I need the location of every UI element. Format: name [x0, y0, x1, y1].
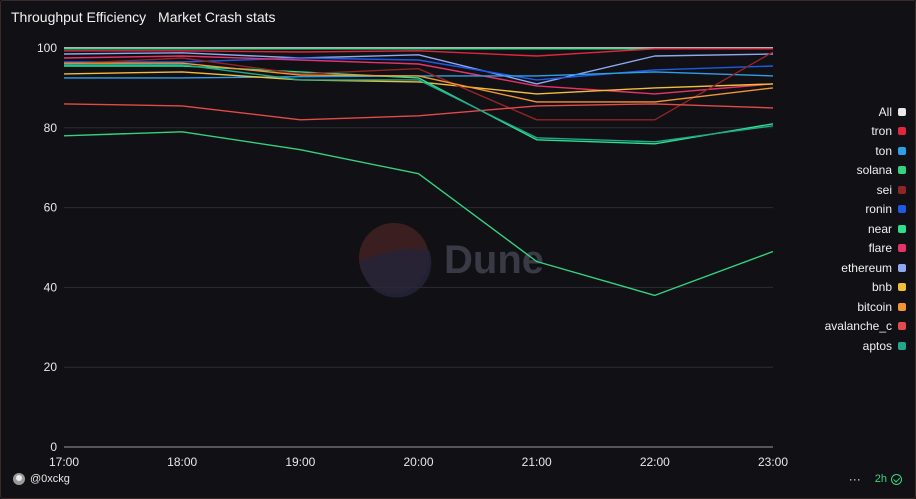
dune-logo-shade	[359, 249, 432, 298]
legend-label: bitcoin	[857, 299, 892, 314]
legend-label: ton	[875, 143, 892, 158]
legend-item-aptos[interactable]: aptos	[796, 336, 906, 356]
series-line-near_low[interactable]	[63, 131, 774, 297]
x-tick-label: 22:00	[640, 455, 670, 469]
legend-label: ronin	[865, 202, 892, 217]
chart-legend: All tron ton solana sei ronin near flare ethereu…	[796, 102, 906, 356]
legend-swatch	[898, 302, 906, 311]
legend-item-bitcoin[interactable]: bitcoin	[796, 297, 906, 317]
legend-label: All	[878, 104, 892, 119]
legend-swatch	[898, 205, 906, 214]
legend-swatch	[898, 166, 906, 175]
legend-label: near	[867, 221, 892, 236]
legend-swatch	[898, 244, 906, 253]
y-tick-label: 100	[37, 41, 57, 55]
y-tick-label: 80	[44, 121, 58, 135]
x-tick-label: 21:00	[522, 455, 552, 469]
series-line-near[interactable]	[64, 65, 774, 145]
author-handle: @0xckg	[30, 473, 70, 485]
legend-label: aptos	[862, 338, 892, 353]
legend-label: bnb	[871, 280, 892, 295]
y-tick-label: 60	[44, 201, 58, 215]
series-line-bnb[interactable]	[63, 71, 774, 95]
legend-item-near[interactable]: near	[796, 219, 906, 239]
legend-swatch	[898, 107, 906, 116]
x-tick-label: 19:00	[285, 455, 315, 469]
series-line-ronin[interactable]	[64, 57, 774, 81]
avatar	[13, 473, 25, 485]
legend-swatch	[898, 263, 906, 272]
refresh-age: 2h	[874, 473, 887, 485]
legend-item-bnb[interactable]: bnb	[796, 278, 906, 298]
chart-subtitle: Market Crash stats	[158, 9, 276, 25]
legend-item-All[interactable]: All	[796, 102, 906, 122]
legend-swatch	[898, 146, 906, 155]
legend-item-flare[interactable]: flare	[796, 239, 906, 259]
legend-swatch	[898, 185, 906, 194]
legend-swatch	[898, 322, 906, 331]
series-line-avalanche_c[interactable]	[63, 103, 774, 121]
legend-item-ton[interactable]: ton	[796, 141, 906, 161]
legend-item-ethereum[interactable]: ethereum	[796, 258, 906, 278]
legend-label: avalanche_c	[824, 319, 892, 334]
legend-swatch	[898, 127, 906, 136]
legend-item-sei[interactable]: sei	[796, 180, 906, 200]
footer-status: ··· 2h	[849, 472, 902, 486]
x-tick-label: 17:00	[49, 455, 79, 469]
check-circle-icon	[891, 473, 902, 485]
legend-item-solana[interactable]: solana	[796, 161, 906, 181]
series-line-flare[interactable]	[63, 55, 774, 95]
x-tick-label: 20:00	[403, 455, 433, 469]
ellipsis-icon[interactable]: ···	[848, 472, 861, 486]
series-line-tron[interactable]	[64, 48, 773, 57]
y-tick-label: 20	[44, 360, 58, 374]
legend-item-ronin[interactable]: ronin	[796, 200, 906, 220]
legend-label: solana	[856, 163, 892, 178]
legend-label: sei	[876, 182, 892, 197]
series-line-sei[interactable]	[63, 51, 774, 121]
watermark-text: Dune	[444, 238, 544, 282]
chart-title: Throughput Efficiency	[11, 9, 147, 25]
x-tick-label: 23:00	[758, 455, 788, 469]
legend-label: ethereum	[841, 260, 892, 275]
chart-header: Throughput Efficiency Market Crash stats	[11, 9, 276, 25]
series-line-bitcoin[interactable]	[64, 62, 774, 103]
series-line-ethereum[interactable]	[63, 52, 774, 85]
legend-swatch	[898, 341, 906, 350]
legend-label: flare	[868, 241, 892, 256]
y-tick-label: 0	[50, 440, 57, 454]
series-line-aptos[interactable]	[64, 64, 774, 143]
legend-swatch	[898, 283, 906, 292]
x-tick-label: 18:00	[167, 455, 197, 469]
author-attribution[interactable]: @0xckg	[13, 473, 70, 485]
legend-item-avalanche_c[interactable]: avalanche_c	[796, 317, 906, 337]
dune-watermark: Dune	[359, 223, 544, 298]
legend-swatch	[898, 224, 906, 233]
legend-label: tron	[871, 124, 892, 139]
y-tick-label: 40	[44, 280, 58, 294]
legend-item-tron[interactable]: tron	[796, 122, 906, 142]
